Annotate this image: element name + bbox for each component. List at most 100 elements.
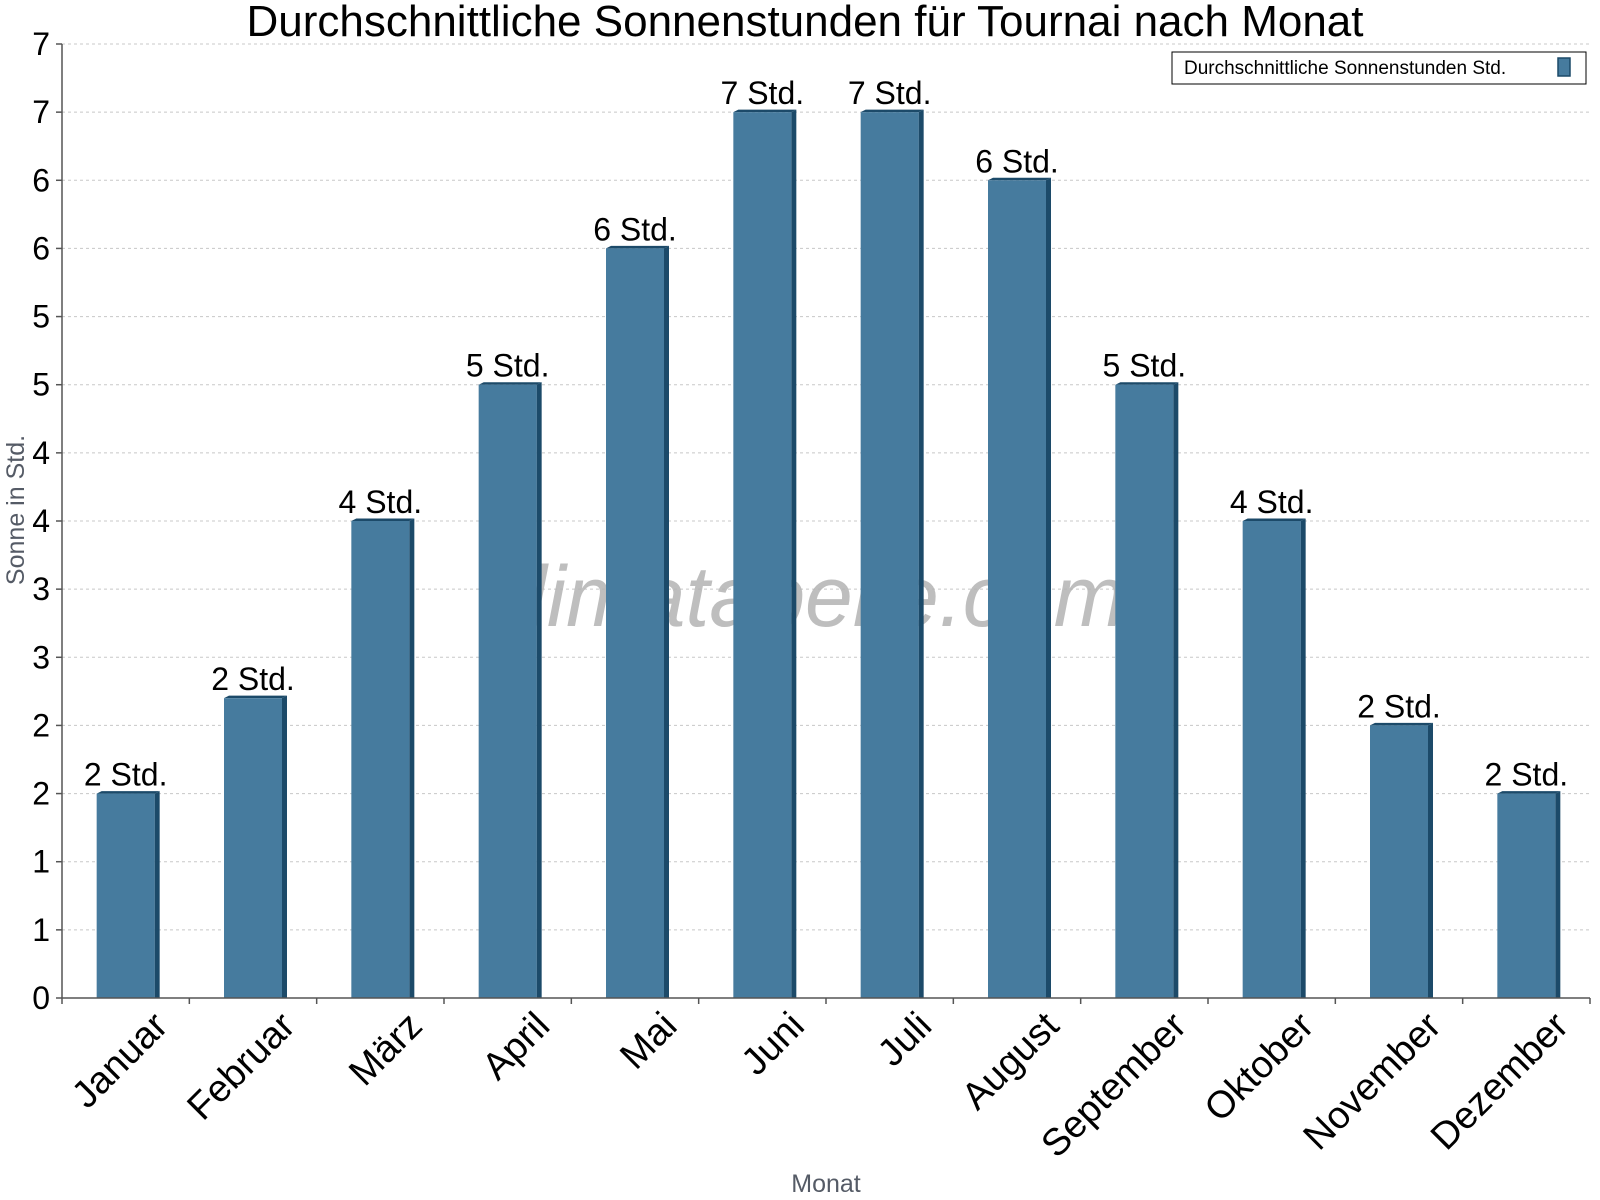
y-tick-label: 5 (32, 367, 50, 403)
bar (478, 382, 542, 998)
bar (733, 109, 797, 998)
y-tick-label: 6 (32, 162, 50, 198)
bar-side (1300, 518, 1306, 998)
bar-face (351, 521, 410, 998)
data-label: 7 Std. (721, 75, 805, 111)
bar (1497, 791, 1561, 998)
bar-top (351, 518, 415, 521)
y-tick-label: 5 (32, 299, 50, 335)
data-label: 2 Std. (84, 757, 168, 793)
bar (988, 177, 1051, 999)
bar-side (664, 245, 669, 998)
data-label: 4 Std. (1230, 484, 1314, 520)
bar (1115, 382, 1179, 998)
y-tick-labels: 0 1 1 2 2 3 3 4 4 5 5 6 6 7 7 (32, 26, 50, 1016)
bar (351, 518, 415, 998)
y-tick-label: 1 (32, 844, 50, 880)
data-label: 6 Std. (975, 143, 1059, 179)
x-tick-label: April (475, 1005, 558, 1088)
y-tick-label: 6 (32, 230, 50, 266)
x-tick-label: Juli (870, 1005, 940, 1075)
bar-face (1370, 725, 1428, 998)
data-labels: 2 Std. 2 Std. 4 Std. 5 Std. 6 Std. 7 Std. 7 St… (84, 75, 1568, 792)
bars (96, 109, 1561, 999)
bar-side (1046, 177, 1051, 999)
bar-top (1242, 518, 1306, 521)
bar-side (918, 109, 924, 998)
bar-face (1497, 793, 1556, 998)
legend-swatch (1557, 57, 1571, 77)
y-tick-label: 1 (32, 912, 50, 948)
x-tick-label: November (1296, 1004, 1450, 1158)
bar (860, 109, 924, 998)
y-tick-label: 4 (32, 503, 50, 539)
x-tick-label: Dezember (1423, 1004, 1577, 1158)
axes (56, 43, 1591, 1004)
data-label: 2 Std. (1485, 757, 1569, 793)
y-tick-label: 0 (32, 980, 50, 1016)
bar-top (1497, 791, 1561, 794)
bar-side (791, 109, 797, 998)
y-tick-label: 2 (32, 776, 50, 812)
bar-face (988, 180, 1046, 999)
x-tick-label: Oktober (1197, 1004, 1323, 1130)
bar-top (860, 109, 924, 113)
bar-face (96, 793, 155, 998)
x-tick-label: Mai (612, 1005, 685, 1078)
y-tick-label: 7 (32, 26, 50, 62)
bar-face (1242, 521, 1301, 998)
y-tick-label: 3 (32, 571, 50, 607)
y-tick-label: 2 (32, 707, 50, 743)
x-tick-label: August (954, 1004, 1068, 1118)
bar-face (224, 698, 282, 998)
bar-top (988, 177, 1051, 181)
x-tick-label: Februar (180, 1004, 304, 1128)
grid-lines (62, 43, 1590, 931)
legend: Durchschnittliche Sonnenstunden Std. (1171, 51, 1587, 85)
bar-side (1428, 722, 1433, 998)
legend-label: Durchschnittliche Sonnenstunden Std. (1184, 58, 1506, 79)
data-label: 2 Std. (211, 661, 295, 697)
data-label: 5 Std. (466, 348, 550, 384)
bar (224, 695, 287, 998)
data-label: 2 Std. (1357, 688, 1441, 724)
y-axis-label: Sonne in Std. (2, 435, 30, 585)
x-tick-label: März (341, 1005, 430, 1094)
bar-side (282, 695, 287, 998)
data-label: 7 Std. (848, 75, 932, 111)
bar-face (860, 112, 919, 998)
bar (1370, 722, 1433, 998)
x-tick-label: Juni (734, 1005, 813, 1084)
bar-top (478, 382, 542, 385)
bar-top (606, 245, 669, 249)
data-label: 6 Std. (593, 211, 677, 247)
bar-face (733, 112, 792, 998)
x-axis-label: Monat (791, 1170, 861, 1198)
y-tick-label: 4 (32, 435, 50, 471)
bar (1242, 518, 1306, 998)
bar-top (96, 791, 160, 794)
bar-top (733, 109, 797, 113)
bar-side (154, 791, 160, 998)
bar-side (1555, 791, 1561, 998)
bar-face (478, 384, 537, 998)
data-label: 4 Std. (339, 484, 423, 520)
bar-top (1115, 382, 1179, 385)
data-label: 5 Std. (1103, 348, 1187, 384)
bar-top (224, 695, 287, 699)
bar-top (1370, 722, 1433, 726)
chart-title: Durchschnittliche Sonnenstunden für Tour… (247, 0, 1364, 46)
bar (606, 245, 669, 998)
y-tick-label: 7 (32, 94, 50, 130)
bar-side (409, 518, 415, 998)
bar (96, 791, 160, 998)
bar-side (1173, 382, 1179, 998)
bar-face (1115, 384, 1174, 998)
x-tick-label: Januar (64, 1004, 176, 1116)
x-tick-labels: Januar Februar März April Mai Juni Juli AugustS… (64, 1004, 1577, 1165)
y-tick-label: 3 (32, 639, 50, 675)
bar-side (536, 382, 542, 998)
bar-face (606, 248, 664, 998)
legend-box (1171, 51, 1587, 85)
